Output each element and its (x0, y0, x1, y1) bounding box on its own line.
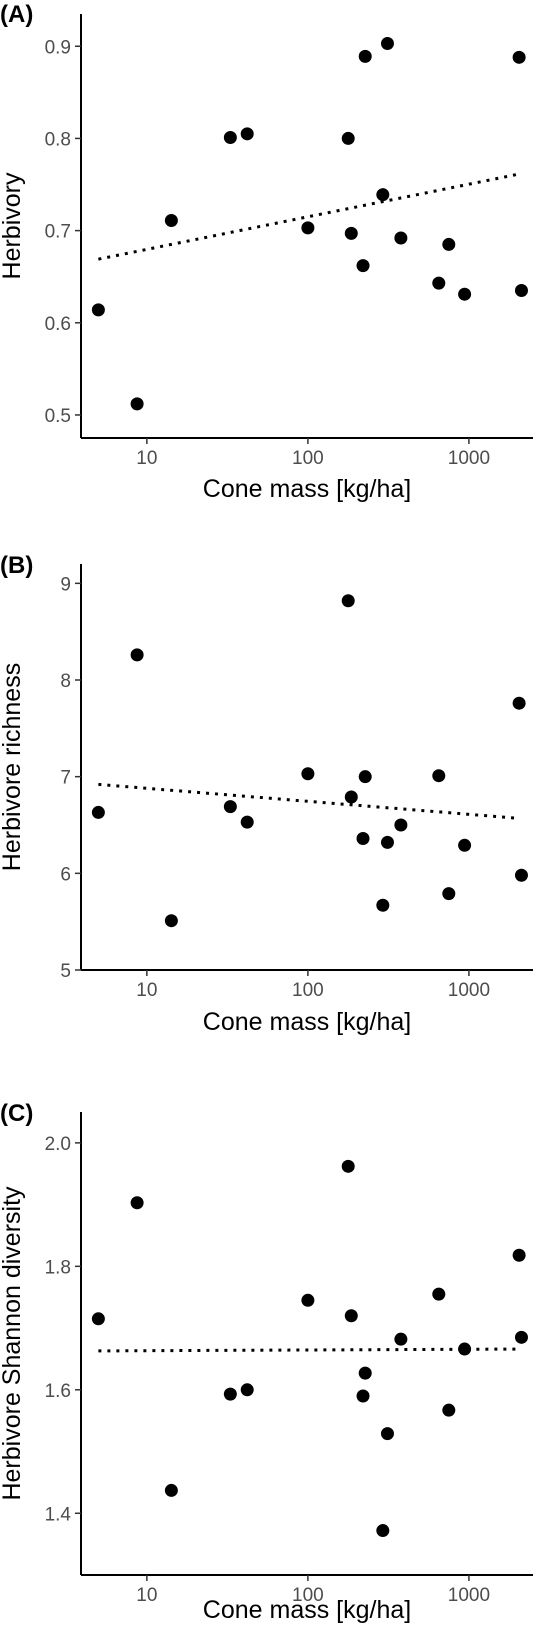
panel-c-y-tick-label: 1.6 (45, 1381, 71, 1402)
panel-a-data-point (442, 237, 456, 251)
panel-a-data-point (356, 259, 370, 273)
panel-b-y-tick-label: 6 (60, 864, 71, 885)
panel-b-y-tick-label: 8 (60, 671, 71, 692)
panel-a-data-point (91, 303, 105, 317)
panel-b-data-point (376, 898, 390, 912)
panel-a-data-point (164, 213, 178, 227)
panel-a-x-tick-label: 100 (292, 448, 324, 469)
panel-a-y-tick-label: 0.7 (45, 222, 71, 243)
panel-c-x-tick-label: 100 (292, 1585, 324, 1606)
panel-c-data-point (442, 1403, 456, 1417)
panel-a-data-point (512, 50, 526, 64)
panel-c-data-point (301, 1293, 315, 1307)
panel-b-x-tick-label: 1000 (448, 980, 490, 1001)
panel-b-x-tick-label: 100 (292, 980, 324, 1001)
panel-a-data-point (358, 49, 372, 63)
panel-c: (C) 1.4 1.6 1.8 2.0 10 100 1000 Cone mass [kg/ha… (0, 1100, 533, 1624)
panel-a-y-tick-label: 0.9 (45, 37, 71, 58)
panel-b: (B) 5 6 7 8 9 10 100 1000 Cone mass [kg/ha] Herbiv… (0, 552, 533, 1036)
panel-b-data-point (130, 648, 144, 662)
panel-b-data-point (301, 767, 315, 781)
panel-c-data-point (458, 1342, 472, 1356)
panel-c-data-point (394, 1332, 408, 1346)
panel-b-data-point (91, 805, 105, 819)
panel-b-data-point (344, 790, 358, 804)
panel-a-y-tick-label: 0.8 (45, 129, 71, 150)
panel-a: (A) 0.5 0.6 0.7 0.8 0.9 10 100 1000 Cone mass [kg… (0, 1, 533, 503)
panel-c-data-point (380, 1427, 394, 1441)
panel-c-y-tick-label: 1.8 (45, 1257, 71, 1278)
panel-a-data-point (344, 226, 358, 240)
panel-a-data-point (380, 36, 394, 50)
panel-b-data-point (432, 769, 446, 783)
panel-a-data-point (130, 397, 144, 411)
panel-c-data-point (432, 1287, 446, 1301)
panel-c-data-point (512, 1248, 526, 1262)
panel-a-x-axis-title: Cone mass [kg/ha] (203, 475, 411, 503)
panel-c-x-tick-label: 10 (136, 1585, 157, 1606)
panel-a-x-tick-label: 10 (136, 448, 157, 469)
panel-b-data-point (458, 838, 472, 852)
panel-b-data-point (512, 696, 526, 710)
panel-c-data-point (514, 1330, 528, 1344)
panel-a-label: (A) (0, 1, 33, 28)
panel-a-data-point (432, 276, 446, 290)
panel-a-y-tick-label: 0.6 (45, 314, 71, 335)
panel-b-y-axis-title: Herbivore richness (0, 663, 26, 871)
panel-b-data-point (164, 914, 178, 928)
panel-b-data-point (394, 818, 408, 832)
panel-b-data-point (223, 800, 237, 814)
panel-b-data-point (240, 815, 254, 829)
panel-c-y-axis-title: Herbivore Shannon diversity (0, 1186, 26, 1501)
panel-b-x-axis-title: Cone mass [kg/ha] (203, 1008, 411, 1036)
panel-c-trend-line (98, 1347, 518, 1353)
panel-c-data-point (344, 1309, 358, 1323)
panel-a-data-point (376, 188, 390, 202)
panel-c-label: (C) (0, 1100, 33, 1127)
panel-a-data-point (514, 284, 528, 298)
panel-c-data-point (91, 1312, 105, 1326)
panel-c-data-point (240, 1383, 254, 1397)
panel-c-data-point (341, 1159, 355, 1173)
panel-b-y-tick-label: 7 (60, 768, 71, 789)
panel-a-data-point (223, 131, 237, 145)
panel-b-data-point (341, 594, 355, 608)
panel-a-data-point (240, 127, 254, 141)
panel-b-y-tick-label: 5 (60, 961, 71, 982)
panel-c-data-point (223, 1387, 237, 1401)
panel-b-data-point (356, 832, 370, 846)
panel-c-data-point (356, 1389, 370, 1403)
panel-c-data-point (130, 1196, 144, 1210)
panel-c-x-axis-title: Cone mass [kg/ha] (203, 1596, 411, 1624)
panel-c-data-point (376, 1524, 390, 1538)
panel-c-x-tick-label: 1000 (448, 1585, 490, 1606)
panel-a-y-tick-label: 0.5 (45, 406, 71, 427)
panel-b-trend-line (98, 782, 518, 820)
panel-b-label: (B) (0, 552, 33, 579)
panel-c-data-point (358, 1366, 372, 1380)
panel-a-x-tick-label: 1000 (448, 448, 490, 469)
panel-c-y-tick-label: 1.4 (45, 1504, 72, 1525)
panel-b-data-point (442, 887, 456, 901)
panel-b-y-tick-label: 9 (60, 574, 71, 595)
panel-a-data-point (394, 231, 408, 245)
panel-b-data-point (514, 868, 528, 882)
panel-a-y-axis-title: Herbivory (0, 172, 26, 279)
panel-a-data-point (458, 287, 472, 301)
panel-a-data-point (341, 131, 355, 145)
panel-c-data-point (164, 1483, 178, 1497)
panel-a-data-point (301, 221, 315, 235)
panel-b-x-tick-label: 10 (136, 980, 157, 1001)
panel-c-y-tick-label: 2.0 (45, 1134, 71, 1155)
panel-b-data-point (358, 770, 372, 784)
panel-b-data-point (380, 835, 394, 849)
